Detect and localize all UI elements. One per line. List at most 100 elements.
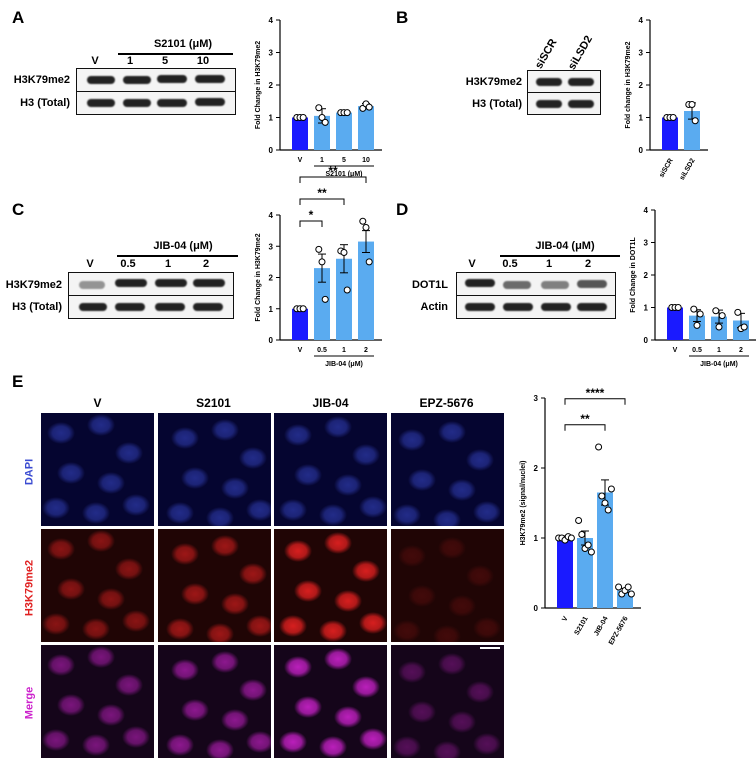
lane-label: 5 — [161, 55, 169, 67]
treatment-label-a: S2101 (μM) — [153, 38, 213, 50]
x-tick-label: 10 — [362, 157, 370, 164]
bar-chart-b: 0 1 2 3 4 Fold change in H3K79me2 siSCR siLSD2 — [625, 16, 708, 182]
lane-label: 1 — [126, 55, 134, 67]
significance-bracket — [299, 198, 345, 205]
data-point — [715, 323, 723, 331]
data-point — [690, 305, 698, 313]
microscopy-image — [390, 645, 504, 758]
bar — [557, 538, 573, 608]
y-tick-label: 3 — [269, 242, 274, 251]
microscopy-image — [157, 413, 271, 526]
y-tick-label: 1 — [644, 304, 649, 313]
bar-chart-e: 0 1 2 3 H3K79me2 (signal/nuclei) V S2101 JIB-04… — [520, 386, 641, 646]
western-blot-a-h3 — [76, 91, 236, 115]
data-point — [627, 590, 635, 598]
microscopy-image — [41, 413, 154, 526]
y-axis-label: Fold Change in DOT1L — [630, 237, 637, 313]
y-axis-label: Fold Change in H3K79me2 — [255, 41, 262, 129]
data-point — [587, 548, 595, 556]
western-blot-c-h3 — [68, 295, 234, 319]
bar — [336, 112, 352, 150]
x-tick-label: EPZ-5676 — [608, 615, 630, 646]
data-point — [318, 114, 326, 121]
bar — [292, 117, 308, 150]
y-tick-label: 1 — [269, 114, 274, 123]
blot-row-label: H3 (Total) — [472, 98, 522, 110]
panel-label-e: E — [12, 372, 24, 391]
image-row-title-h3k79me2: H3K79me2 — [23, 559, 36, 617]
data-point — [299, 114, 307, 121]
significance-label: * — [309, 208, 314, 222]
lane-label: 0.5 — [120, 258, 136, 270]
bar — [667, 307, 683, 340]
x-tick-label: 1 — [320, 157, 324, 164]
treatment-label-c: JIB-04 (μM) — [153, 240, 213, 252]
data-point — [343, 109, 351, 117]
panel-label-d: D — [396, 200, 409, 219]
western-blot-a-h3k79me2 — [76, 68, 236, 92]
data-point — [578, 531, 586, 538]
data-point — [595, 443, 603, 451]
data-point — [696, 310, 704, 318]
microscopy-image — [274, 413, 387, 526]
group-label: S2101 (μM) — [326, 171, 363, 178]
x-tick-label: 0.5 — [317, 347, 327, 354]
blot-row-label: H3K79me2 — [5, 279, 62, 291]
data-point — [598, 492, 606, 500]
panel-label-a: A — [12, 8, 25, 27]
data-point — [624, 583, 632, 591]
data-point — [567, 534, 575, 542]
blot-row-label: H3 (Total) — [12, 301, 62, 313]
data-point — [734, 308, 742, 316]
x-tick-label: 2 — [739, 347, 743, 354]
data-point — [365, 103, 373, 111]
lane-label: V — [468, 258, 476, 270]
microscopy-image — [157, 645, 271, 758]
data-point — [343, 286, 351, 294]
y-tick-label: 0 — [269, 336, 274, 345]
treatment-underline-a — [118, 53, 233, 55]
significance-label: ** — [317, 186, 327, 200]
x-tick-label: 5 — [342, 157, 346, 164]
blot-row-label: H3 (Total) — [20, 97, 70, 109]
data-point — [712, 307, 720, 315]
y-tick-label: 4 — [644, 206, 649, 215]
treatment-underline-c — [117, 255, 238, 257]
y-tick-label: 3 — [644, 239, 649, 248]
lane-label: V — [86, 258, 94, 270]
microscopy-image — [274, 645, 387, 758]
y-tick-label: 4 — [639, 16, 644, 25]
panel-label-c: C — [12, 200, 25, 219]
microscopy-image — [390, 413, 504, 526]
y-tick-label: 3 — [269, 49, 274, 58]
data-point — [299, 305, 307, 313]
data-point — [615, 583, 623, 591]
western-blot-b-h3 — [527, 92, 601, 115]
lane-label: 1 — [164, 258, 172, 270]
group-label: JIB-04 (μM) — [325, 361, 363, 368]
y-tick-label: 0 — [269, 146, 274, 155]
y-tick-label: 3 — [639, 49, 644, 58]
y-tick-label: 0 — [534, 604, 539, 613]
x-tick-label: S2101 — [574, 615, 590, 636]
x-tick-label: JIB-04 — [593, 615, 610, 637]
bar — [358, 106, 374, 150]
data-point — [669, 114, 677, 121]
bar — [597, 492, 613, 608]
x-tick-label: 0.5 — [692, 347, 702, 354]
scale-bar — [480, 647, 500, 649]
y-tick-label: 2 — [644, 271, 649, 280]
x-tick-label: V — [673, 347, 678, 354]
lane-label: 2 — [584, 258, 592, 270]
data-point — [359, 217, 367, 225]
x-tick-label: siLSD2 — [679, 157, 697, 181]
treatment-label-d: JIB-04 (μM) — [535, 240, 595, 252]
image-column-title: JIB-04 — [312, 396, 349, 410]
y-tick-label: 0 — [644, 336, 649, 345]
y-axis-label: Fold Change in H3K79me2 — [255, 233, 262, 321]
x-tick-label: V — [561, 615, 570, 623]
y-axis-label: H3K79me2 (signal/nuclei) — [520, 461, 527, 546]
significance-label: **** — [586, 386, 605, 400]
data-point — [365, 258, 373, 266]
